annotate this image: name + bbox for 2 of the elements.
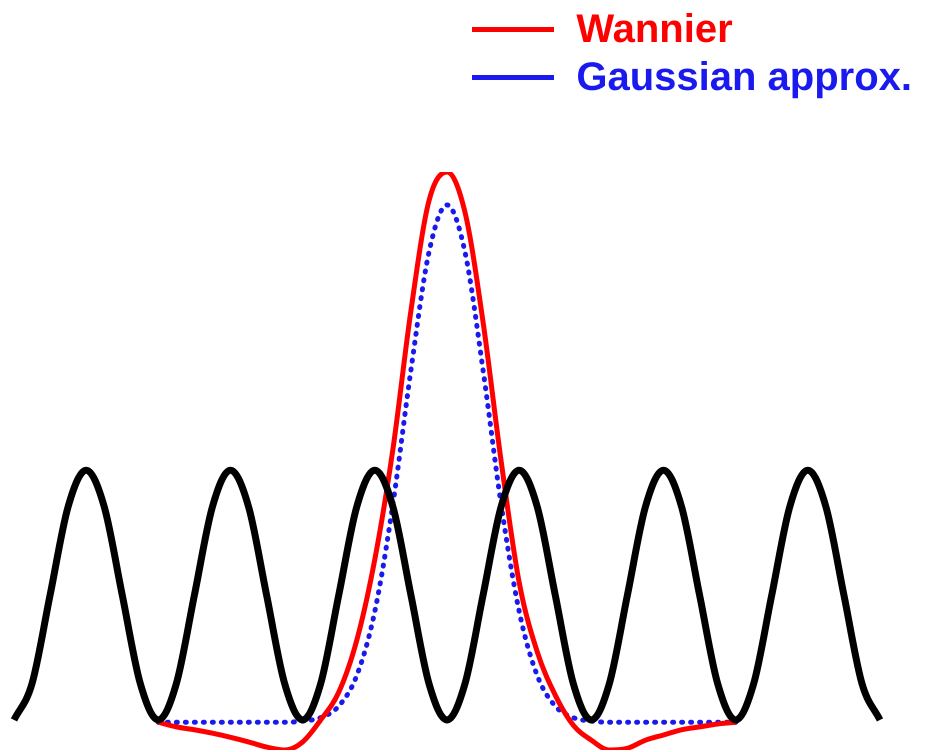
legend-label: Gaussian approx.	[576, 55, 912, 99]
legend-label: Wannier	[576, 7, 733, 51]
